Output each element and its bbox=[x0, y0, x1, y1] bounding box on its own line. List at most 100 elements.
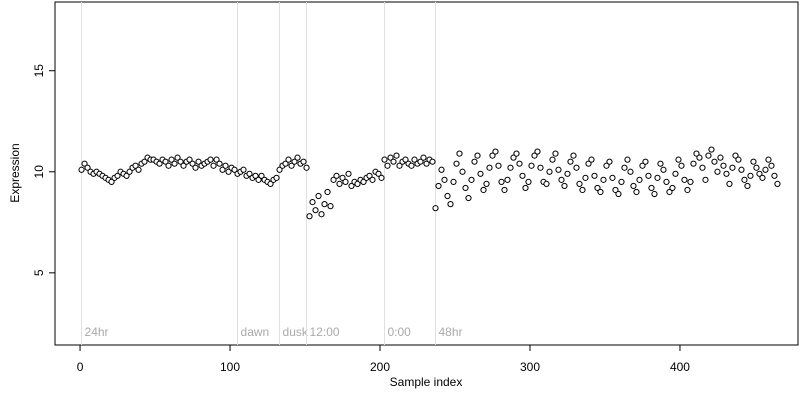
data-point bbox=[756, 170, 763, 177]
data-point bbox=[552, 150, 559, 157]
data-point bbox=[744, 182, 751, 190]
data-point bbox=[84, 164, 91, 171]
data-point bbox=[750, 158, 757, 165]
data-point bbox=[345, 170, 352, 177]
x-tick-label: 200 bbox=[370, 360, 390, 374]
data-point bbox=[486, 164, 493, 171]
data-point bbox=[273, 174, 280, 181]
data-point bbox=[546, 168, 553, 175]
y-axis-label: Expression bbox=[8, 143, 22, 202]
x-tick-label: 100 bbox=[220, 360, 240, 374]
data-point bbox=[726, 180, 733, 188]
x-tick-label: 400 bbox=[670, 360, 690, 374]
data-point bbox=[645, 172, 652, 179]
data-point bbox=[771, 172, 778, 179]
data-point bbox=[654, 174, 661, 181]
data-point bbox=[615, 190, 622, 198]
data-point bbox=[714, 168, 721, 175]
data-point bbox=[573, 164, 580, 171]
data-point bbox=[657, 160, 664, 167]
data-point bbox=[762, 166, 769, 173]
data-point bbox=[555, 166, 562, 173]
annotation-label: dawn bbox=[241, 325, 270, 339]
x-tick-label: 0 bbox=[77, 360, 84, 374]
data-point bbox=[633, 188, 640, 196]
data-point bbox=[408, 162, 415, 169]
data-point bbox=[669, 184, 676, 192]
data-point bbox=[81, 160, 88, 167]
data-point bbox=[534, 148, 541, 155]
data-point bbox=[468, 176, 475, 183]
data-point bbox=[483, 180, 490, 188]
data-point bbox=[519, 172, 526, 179]
data-point bbox=[579, 186, 586, 194]
data-point bbox=[741, 176, 748, 183]
x-axis-label: Sample index bbox=[390, 375, 463, 389]
data-point bbox=[333, 172, 340, 179]
annotation-label: 12:00 bbox=[310, 325, 340, 339]
data-point bbox=[210, 162, 217, 169]
data-point bbox=[435, 182, 442, 190]
data-point bbox=[624, 156, 631, 163]
data-point bbox=[177, 158, 184, 165]
data-point bbox=[402, 156, 409, 163]
data-point bbox=[465, 194, 472, 202]
data-point bbox=[429, 158, 436, 165]
data-point bbox=[621, 164, 628, 171]
data-point bbox=[285, 156, 292, 163]
data-point bbox=[678, 162, 685, 169]
data-point bbox=[471, 158, 478, 165]
data-point bbox=[699, 164, 706, 171]
data-point bbox=[114, 172, 121, 179]
data-point bbox=[180, 162, 187, 169]
data-point bbox=[252, 172, 259, 179]
data-point bbox=[594, 184, 601, 192]
data-point bbox=[477, 170, 484, 177]
data-point bbox=[492, 148, 499, 155]
data-point bbox=[543, 180, 550, 188]
data-point bbox=[108, 178, 115, 185]
data-point bbox=[309, 199, 316, 206]
data-point bbox=[480, 186, 487, 194]
data-point bbox=[213, 156, 220, 163]
data-point bbox=[369, 176, 376, 183]
plot-frame bbox=[54, 1, 799, 346]
data-point bbox=[441, 176, 448, 183]
data-point bbox=[339, 174, 346, 181]
data-point bbox=[453, 160, 460, 167]
data-point bbox=[597, 188, 604, 196]
data-point bbox=[462, 184, 469, 192]
data-point bbox=[639, 162, 646, 169]
data-point bbox=[687, 178, 694, 185]
data-point bbox=[648, 184, 655, 192]
data-point bbox=[651, 190, 658, 198]
data-point bbox=[528, 162, 535, 169]
data-point bbox=[342, 178, 349, 185]
data-point bbox=[207, 156, 214, 163]
data-point bbox=[267, 180, 274, 188]
data-point bbox=[459, 168, 466, 175]
data-point bbox=[375, 170, 382, 177]
data-point bbox=[702, 176, 709, 183]
data-point bbox=[312, 207, 319, 214]
data-point bbox=[189, 160, 196, 167]
data-point bbox=[585, 160, 592, 167]
data-point bbox=[126, 168, 133, 175]
data-point bbox=[456, 150, 463, 157]
data-point bbox=[336, 180, 343, 188]
data-point bbox=[132, 162, 139, 169]
data-point bbox=[630, 182, 637, 190]
data-point bbox=[738, 166, 745, 173]
data-point bbox=[717, 154, 724, 161]
data-point bbox=[432, 205, 439, 212]
data-point bbox=[135, 166, 142, 173]
data-point bbox=[219, 166, 226, 173]
data-point bbox=[303, 164, 310, 171]
data-point bbox=[696, 154, 703, 161]
data-point bbox=[447, 201, 454, 208]
data-point bbox=[450, 178, 457, 185]
annotation-label: 0:00 bbox=[388, 325, 412, 339]
data-point bbox=[225, 168, 232, 175]
data-point bbox=[495, 162, 502, 169]
data-point bbox=[396, 162, 403, 169]
